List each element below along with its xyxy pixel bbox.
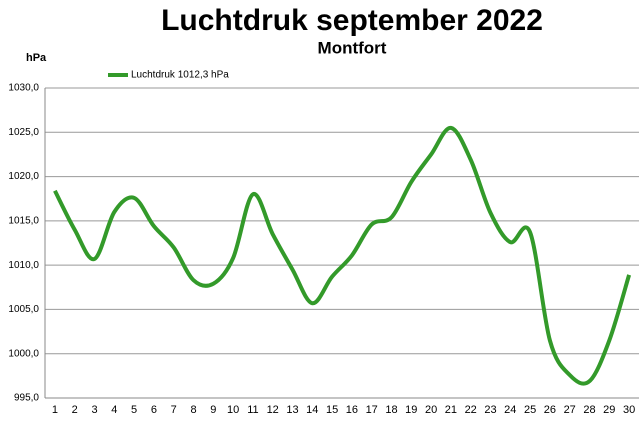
y-tick-label: 1005,0	[8, 304, 39, 315]
y-tick-label: 1000,0	[8, 348, 39, 359]
y-tick-label: 1020,0	[8, 171, 39, 182]
x-tick-label: 5	[131, 404, 137, 416]
x-tick-label: 9	[210, 404, 216, 416]
data-line	[53, 125, 632, 386]
chart-subtitle: Montfort	[318, 38, 387, 57]
x-tick-label: 20	[425, 404, 437, 416]
x-tick-label: 12	[267, 404, 279, 416]
x-tick-label: 2	[72, 404, 78, 416]
x-tick-label: 14	[306, 404, 318, 416]
x-tick-label: 28	[583, 404, 595, 416]
x-tick-label: 1	[52, 404, 58, 416]
y-tick-label: 1030,0	[8, 83, 39, 94]
x-tick-label: 4	[111, 404, 117, 416]
chart-title: Luchtdruk september 2022	[161, 4, 543, 37]
x-tick-label: 23	[484, 404, 496, 416]
x-tick-label: 16	[346, 404, 358, 416]
x-tick-label: 7	[171, 404, 177, 416]
x-tick-label: 15	[326, 404, 338, 416]
x-tick-label: 21	[445, 404, 457, 416]
y-tick-label: 1015,0	[8, 215, 39, 226]
x-tick-label: 27	[564, 404, 576, 416]
x-tick-label: 30	[623, 404, 635, 416]
x-tick-label: 6	[151, 404, 157, 416]
y-tick-label: 1025,0	[8, 127, 39, 138]
legend-label: Luchtdruk 1012,3 hPa	[131, 70, 229, 81]
y-axis-label: hPa	[26, 52, 47, 64]
x-tick-label: 13	[286, 404, 298, 416]
x-tick-label: 19	[405, 404, 417, 416]
x-tick-label: 29	[603, 404, 615, 416]
x-tick-label: 22	[465, 404, 477, 416]
x-tick-label: 26	[544, 404, 556, 416]
y-tick-label: 1010,0	[8, 260, 39, 271]
x-tick-label: 8	[190, 404, 196, 416]
x-tick-label: 17	[366, 404, 378, 416]
x-tick-label: 24	[504, 404, 516, 416]
y-tick-label: 995,0	[14, 393, 39, 404]
x-tick-label: 25	[524, 404, 536, 416]
x-tick-label: 3	[91, 404, 97, 416]
x-tick-label: 10	[227, 404, 239, 416]
x-tick-label: 18	[385, 404, 397, 416]
x-tick-label: 11	[247, 404, 258, 416]
